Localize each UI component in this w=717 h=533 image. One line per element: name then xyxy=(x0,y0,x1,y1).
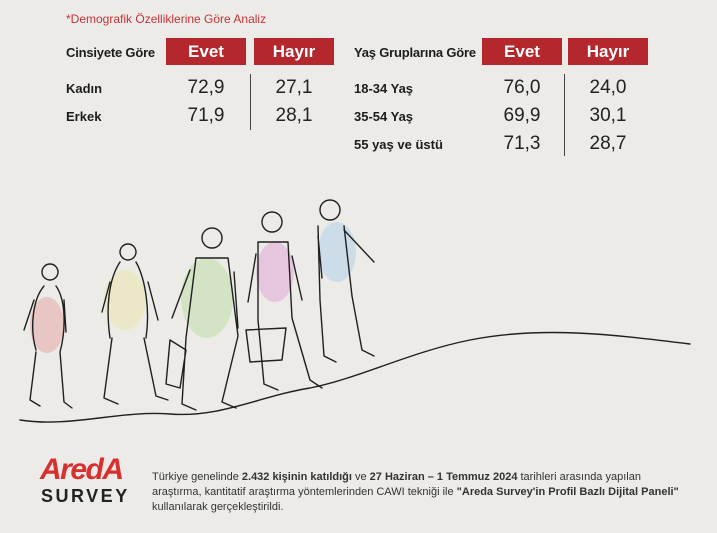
value-18-34-hayir: 24,0 xyxy=(589,77,627,98)
value-18-34-evet: 76,0 xyxy=(503,77,541,98)
row-label-55-plus: 55 yaş ve üstü xyxy=(354,137,443,152)
row-label-35-54: 35-54 Yaş xyxy=(354,109,414,124)
footnote-part-1: Türkiye genelinde xyxy=(152,471,242,483)
value-kadin-hayir: 27,1 xyxy=(275,77,313,98)
brand-logo: AredA SURVEY xyxy=(40,455,130,507)
gender-divider xyxy=(250,74,251,130)
value-kadin-evet: 72,9 xyxy=(187,77,225,98)
value-erkek-hayir: 28,1 xyxy=(275,105,313,126)
age-header: Yaş Gruplarına Göre xyxy=(354,45,476,60)
gender-hayir-header: Hayır xyxy=(254,38,334,65)
methodology-footnote: Türkiye genelinde 2.432 kişinin katıldığ… xyxy=(152,470,692,515)
footnote-part-2: ve xyxy=(351,471,370,483)
footnote-part-3: tarihleri arasında yapılan araştırma, ka… xyxy=(152,471,641,498)
row-label-erkek: Erkek xyxy=(66,109,102,124)
brand-name: AredA xyxy=(40,453,124,486)
value-55-plus-evet: 71,3 xyxy=(503,133,541,154)
footnote-panel: "Areda Survey'in Profil Bazlı Dijital Pa… xyxy=(456,486,679,498)
gender-evet-header: Evet xyxy=(166,38,246,65)
age-evet-header: Evet xyxy=(482,38,562,65)
age-divider xyxy=(564,74,565,156)
brand-sub: SURVEY xyxy=(41,486,130,506)
value-erkek-evet: 71,9 xyxy=(187,105,225,126)
footnote-dates: 27 Haziran – 1 Temmuz 2024 xyxy=(369,471,518,483)
row-label-kadin: Kadın xyxy=(66,81,103,96)
row-label-18-34: 18-34 Yaş xyxy=(354,81,414,96)
gender-header: Cinsiyete Göre xyxy=(66,45,155,60)
value-55-plus-hayir: 28,7 xyxy=(589,133,627,154)
analysis-note: *Demografik Özelliklerine Göre Analiz xyxy=(66,12,267,26)
footnote-participants: 2.432 kişinin katıldığı xyxy=(241,471,352,483)
value-35-54-evet: 69,9 xyxy=(503,105,541,126)
age-hayir-header: Hayır xyxy=(568,38,648,65)
value-35-54-hayir: 30,1 xyxy=(589,105,627,126)
footnote-part-4: kullanılarak gerçekleştirildi. xyxy=(152,501,284,513)
